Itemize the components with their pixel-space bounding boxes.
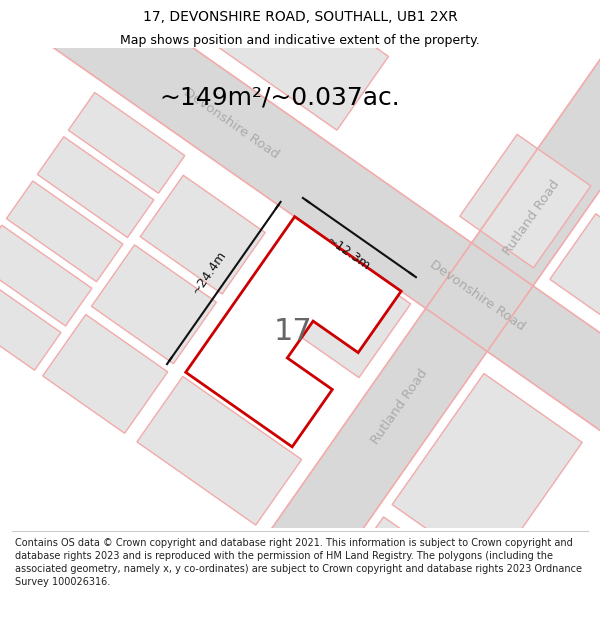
Polygon shape [0, 0, 600, 529]
Polygon shape [140, 175, 265, 294]
Polygon shape [43, 314, 167, 433]
Text: 17: 17 [274, 318, 313, 346]
Polygon shape [186, 217, 401, 447]
Text: ~24.4m: ~24.4m [190, 248, 229, 297]
Polygon shape [7, 181, 123, 282]
Polygon shape [293, 258, 410, 378]
Polygon shape [137, 376, 302, 525]
Polygon shape [0, 225, 92, 326]
Text: ~149m²/~0.037ac.: ~149m²/~0.037ac. [160, 86, 400, 109]
Polygon shape [550, 214, 600, 337]
Text: 17, DEVONSHIRE ROAD, SOUTHALL, UB1 2XR: 17, DEVONSHIRE ROAD, SOUTHALL, UB1 2XR [143, 10, 457, 24]
Text: Devonshire Road: Devonshire Road [182, 86, 281, 161]
Text: ~12.3m: ~12.3m [323, 234, 372, 274]
Polygon shape [142, 59, 600, 625]
Text: Devonshire Road: Devonshire Road [427, 258, 527, 334]
Text: Contains OS data © Crown copyright and database right 2021. This information is : Contains OS data © Crown copyright and d… [15, 538, 582, 588]
Polygon shape [338, 517, 482, 625]
Polygon shape [92, 245, 217, 364]
Text: Rutland Road: Rutland Road [369, 366, 431, 446]
Polygon shape [460, 134, 591, 268]
Text: Map shows position and indicative extent of the property.: Map shows position and indicative extent… [120, 34, 480, 47]
Polygon shape [157, 0, 389, 130]
Polygon shape [68, 92, 185, 193]
Polygon shape [0, 269, 61, 370]
Polygon shape [392, 374, 582, 574]
Polygon shape [37, 137, 154, 238]
Text: Rutland Road: Rutland Road [501, 178, 563, 258]
